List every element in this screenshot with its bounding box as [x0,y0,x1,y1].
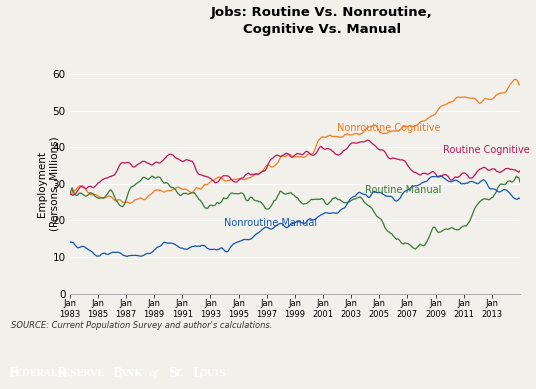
Text: EDERAL: EDERAL [15,369,61,378]
Text: Jobs: Routine Vs. Nonroutine,
Cognitive Vs. Manual: Jobs: Routine Vs. Nonroutine, Cognitive … [211,6,433,36]
Text: B: B [113,367,122,380]
Text: ESERVE: ESERVE [63,369,108,378]
Text: SOURCE: Current Population Survey and author's calculations.: SOURCE: Current Population Survey and au… [11,321,272,330]
Text: Routine Manual: Routine Manual [365,185,442,195]
Text: Nonroutine Cognitive: Nonroutine Cognitive [337,123,441,133]
Text: of: of [149,369,159,378]
Text: T.: T. [175,369,187,378]
Text: Routine Cognitive: Routine Cognitive [443,145,529,155]
Text: Nonroutine Manual: Nonroutine Manual [225,218,317,228]
Y-axis label: Employment
(Persons, Millions): Employment (Persons, Millions) [38,137,59,231]
Text: L: L [193,367,201,380]
Text: OUIS: OUIS [200,369,226,378]
Text: R: R [56,367,66,380]
Text: S: S [165,367,178,380]
Text: F: F [8,367,16,380]
Text: ANK: ANK [119,369,145,378]
